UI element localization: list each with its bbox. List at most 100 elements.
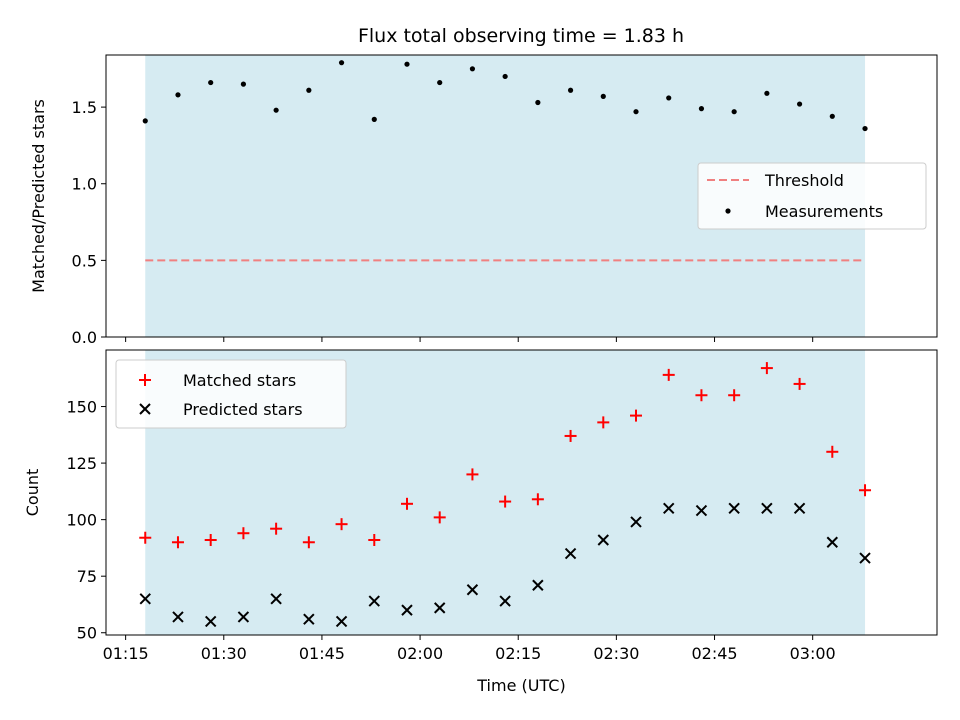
matched-star-point (433, 511, 446, 524)
measurement-point (698, 106, 705, 112)
ratio-x-tick-marks (125, 337, 814, 342)
count-x-axis: 01:15 01:30 01:45 02:00 02:15 02:30 02:45 03:00 (103, 635, 836, 663)
measurement-point (567, 87, 574, 93)
predicted-star-point (434, 602, 446, 614)
x-tick-label: 02:15 (495, 644, 541, 663)
measurement-point (731, 109, 737, 115)
y-tick-label: 100 (66, 511, 97, 530)
matched-star-point (564, 429, 577, 442)
y-tick-label: 1.0 (72, 175, 97, 194)
legend-matched-label: Matched stars (183, 371, 296, 390)
predicted-star-point (728, 502, 740, 515)
predicted-star-point (204, 615, 217, 628)
matched-star-point (793, 377, 806, 390)
measurement-point (208, 79, 214, 86)
legend-measurement-label: Measurements (765, 202, 883, 221)
x-tick-label: 02:30 (593, 644, 639, 663)
measurement-point (862, 125, 868, 132)
y-tick-label: 0.0 (72, 328, 97, 347)
matched-star-point (237, 527, 250, 540)
legend-threshold-label: Threshold (764, 171, 844, 190)
measurement-point (633, 109, 639, 115)
measurement-point (502, 73, 508, 80)
matched-star-point (270, 522, 283, 535)
measurement-point (437, 79, 443, 86)
matched-star-point (400, 497, 413, 510)
chart-title: Flux total observing time = 1.83 h (358, 25, 684, 47)
matched-star-point (499, 495, 512, 508)
legend-predicted-label: Predicted stars (183, 400, 303, 419)
measurement-point (469, 66, 476, 72)
predicted-star-point (335, 615, 348, 628)
measurement-point (175, 92, 181, 98)
count-y-axis-label: Count (23, 469, 42, 517)
measurement-points (142, 60, 868, 132)
x-tick-label: 03:00 (790, 644, 836, 663)
measurement-point (829, 113, 835, 119)
matched-star-point (662, 368, 675, 381)
measurement-point (306, 87, 312, 93)
matched-star-point (531, 493, 544, 506)
predicted-star-point (532, 579, 544, 591)
ratio-plot-frame (105, 54, 938, 338)
predicted-star-points (139, 502, 871, 628)
measurement-point (142, 118, 148, 124)
count-legend-box (115, 359, 347, 429)
count-legend: Matched stars Predicted stars (115, 359, 347, 429)
x-tick-label: 02:00 (397, 644, 443, 663)
y-tick-label: 1.5 (72, 98, 97, 117)
predicted-star-point (466, 584, 479, 596)
matched-star-point (204, 534, 217, 546)
x-tick-label: 01:45 (299, 644, 345, 663)
predicted-star-point (793, 502, 806, 515)
predicted-star-point (270, 593, 282, 605)
predicted-star-point (761, 502, 773, 515)
y-tick-label: 50 (77, 624, 97, 643)
x-tick-label: 01:15 (103, 644, 149, 663)
matched-star-point (302, 536, 315, 549)
ratio-legend: Threshold Measurements (697, 162, 927, 230)
measurement-point (600, 93, 606, 99)
measurement-point (240, 81, 247, 87)
predicted-star-point (564, 547, 577, 560)
ratio-y-axis: 0.0 0.5 1.0 1.5 (72, 98, 106, 347)
predicted-star-point (499, 595, 511, 607)
predicted-star-point (859, 552, 871, 564)
measurement-point (338, 60, 345, 66)
count-plot-frame (105, 349, 938, 636)
predicted-star-point (826, 536, 839, 548)
predicted-star-point (401, 604, 413, 616)
ratio-y-axis-label: Matched/Predicted stars (29, 99, 48, 293)
matched-star-point (859, 484, 872, 497)
matched-star-point (630, 409, 643, 422)
matched-star-point (826, 445, 839, 458)
x-tick-label: 02:45 (691, 644, 737, 663)
measurement-point (535, 99, 541, 106)
matched-star-point (171, 536, 184, 549)
matched-star-point (368, 534, 381, 546)
matched-star-point (695, 389, 708, 402)
predicted-star-point (139, 593, 151, 605)
predicted-star-point (303, 613, 315, 625)
measurement-point (764, 90, 770, 96)
x-axis-label: Time (UTC) (476, 676, 565, 695)
y-tick-label: 125 (66, 454, 97, 473)
matched-star-point (466, 468, 479, 481)
matched-star-point (139, 531, 152, 544)
ratio-legend-box (697, 162, 927, 230)
matched-star-point (597, 416, 610, 429)
x-tick-label: 01:30 (201, 644, 247, 663)
predicted-star-point (663, 502, 675, 515)
legend-measurement-swatch (725, 208, 731, 214)
matched-star-point (760, 362, 773, 375)
y-tick-label: 0.5 (72, 251, 97, 270)
predicted-star-point (237, 611, 250, 623)
count-y-axis: 50 75 100 125 150 (66, 398, 106, 643)
predicted-star-point (597, 534, 609, 546)
predicted-star-point (695, 504, 708, 517)
matched-star-points (139, 362, 872, 549)
predicted-star-point (630, 516, 642, 528)
measurement-point (796, 101, 803, 107)
legend-matched-swatch (139, 374, 151, 386)
